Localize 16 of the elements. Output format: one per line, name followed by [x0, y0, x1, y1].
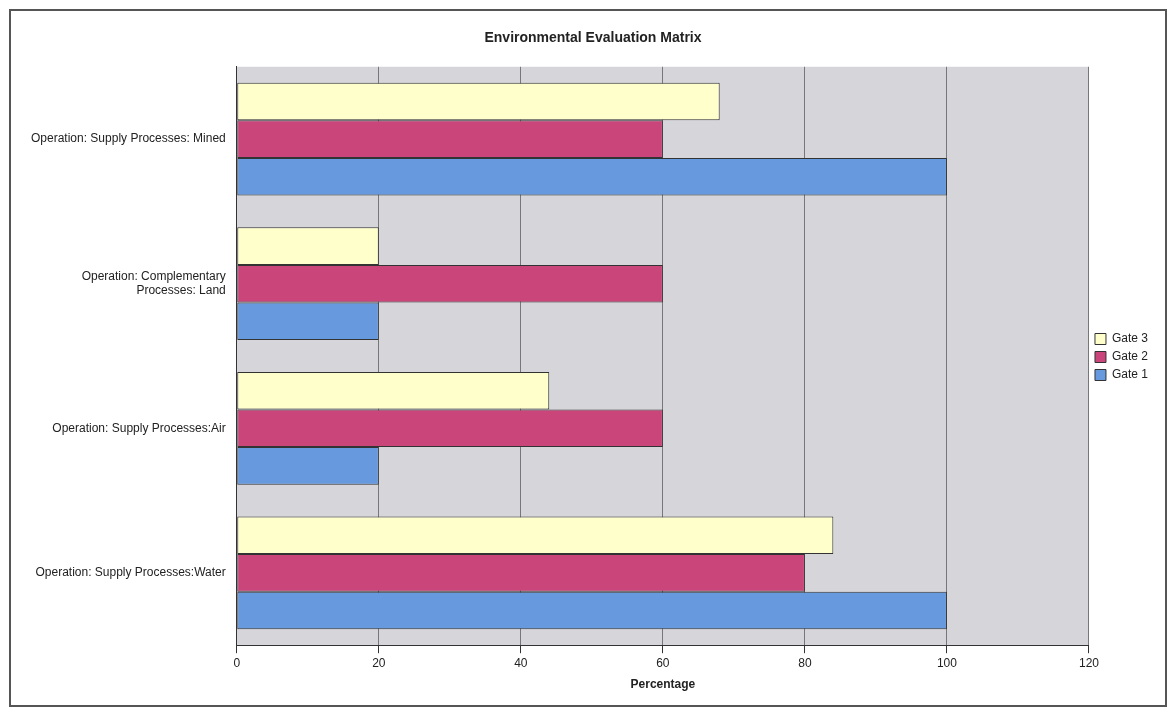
y-tick-label: Operation: Complementary Processes: Land	[81, 268, 226, 298]
x-tick-label: 80	[798, 655, 812, 670]
legend-label: Gate 1	[1111, 367, 1149, 382]
x-tick-label: 0	[233, 655, 241, 670]
y-tick-label: Operation: Supply Processes: Mined	[31, 131, 226, 146]
x-axis-title: Percentage	[630, 677, 696, 692]
x-tick-label: 40	[514, 655, 528, 670]
x-tick-label: 20	[372, 655, 386, 670]
y-tick-label: Operation: Supply Processes:Water	[35, 565, 226, 580]
y-tick-label: Operation: Supply Processes:Air	[52, 420, 226, 435]
legend-label: Gate 2	[1111, 349, 1149, 364]
x-tick-label: 60	[656, 655, 670, 670]
x-tick-label: 120	[1078, 655, 1100, 670]
legend-label: Gate 3	[1111, 331, 1149, 346]
x-tick-label: 100	[936, 655, 958, 670]
chart-title: Environmental Evaluation Matrix	[484, 29, 702, 46]
